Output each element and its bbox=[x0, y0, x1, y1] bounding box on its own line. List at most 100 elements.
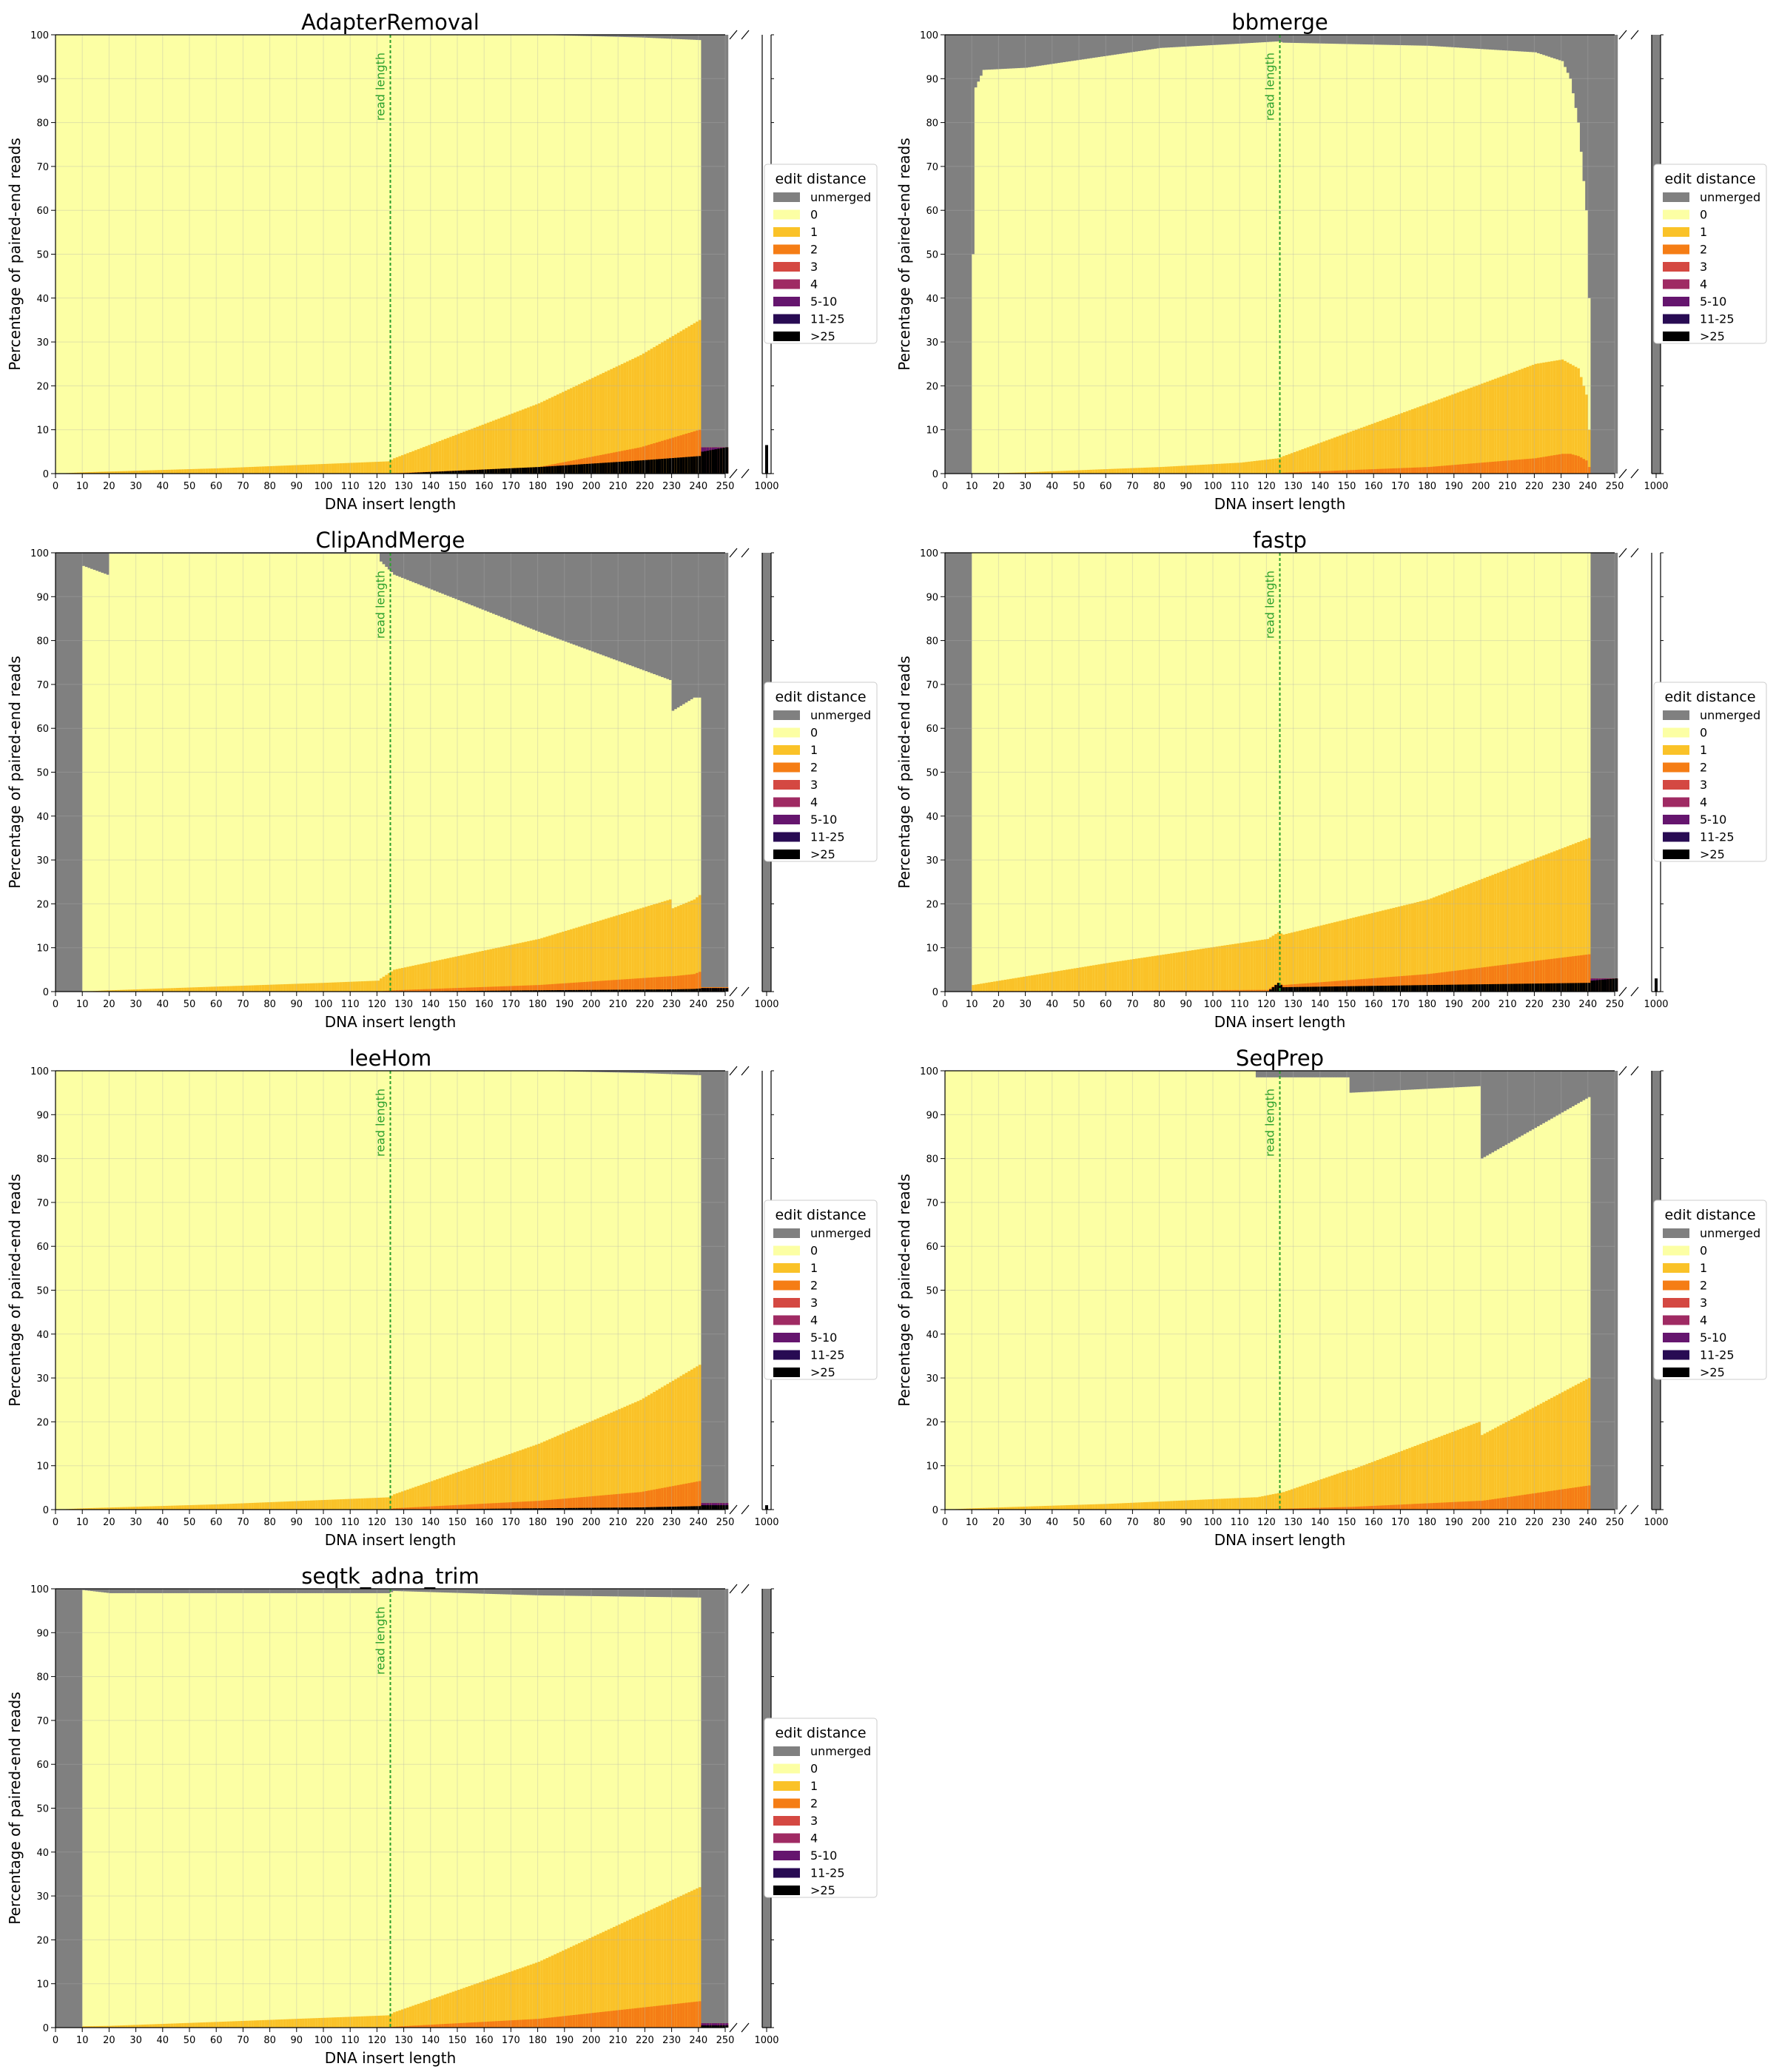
bar-unmerged bbox=[1577, 35, 1581, 123]
bar-edit-0 bbox=[302, 1071, 306, 1510]
bar-edit-gt25 bbox=[441, 471, 445, 474]
bar-edit-gt25 bbox=[709, 988, 713, 992]
legend-swatch bbox=[1663, 332, 1689, 341]
bar-edit-1 bbox=[243, 985, 246, 992]
bar-edit-0 bbox=[1063, 553, 1066, 992]
bar-edit-0 bbox=[645, 37, 648, 474]
x-axis-label: DNA insert length bbox=[325, 1013, 457, 1031]
bar-edit-0 bbox=[1237, 553, 1240, 992]
x-tick-label: 170 bbox=[1391, 481, 1410, 492]
bar-edit-gt25 bbox=[545, 466, 549, 474]
bar-edit-2 bbox=[403, 1507, 407, 1510]
bar-edit-0 bbox=[1269, 41, 1273, 474]
bar-edit-0 bbox=[618, 661, 622, 992]
bar-edit-0 bbox=[360, 554, 364, 992]
bar-edit-gt25 bbox=[497, 468, 501, 474]
bar-edit-0 bbox=[1167, 47, 1171, 474]
bar-edit-2 bbox=[1577, 456, 1581, 474]
bar-edit-1 bbox=[347, 981, 351, 992]
bar-edit-2 bbox=[599, 980, 603, 992]
bar-edit-gt25 bbox=[1470, 984, 1473, 992]
bar-edit-2 bbox=[1319, 471, 1324, 474]
bar-unmerged bbox=[1595, 35, 1599, 474]
bar-unmerged bbox=[1170, 35, 1174, 47]
bar-edit-2 bbox=[481, 986, 485, 992]
bar-edit-1 bbox=[676, 906, 681, 992]
bar-edit-0 bbox=[1046, 553, 1050, 992]
bar-edit-1 bbox=[460, 1470, 463, 1510]
bar-unmerged bbox=[1615, 553, 1618, 979]
bar-edit-1 bbox=[1079, 470, 1083, 474]
bar-edit-1 bbox=[317, 983, 321, 992]
bar-edit-1 bbox=[266, 466, 271, 474]
bar-edit-1 bbox=[633, 1402, 638, 1510]
legend-swatch bbox=[1663, 850, 1689, 859]
bar-edit-1 bbox=[1365, 426, 1369, 474]
bar-edit-1 bbox=[1167, 953, 1171, 992]
legend-label: 4 bbox=[810, 796, 818, 810]
bar-edit-1 bbox=[1210, 947, 1214, 992]
bar-unmerged bbox=[71, 553, 75, 992]
bar-edit-1 bbox=[562, 391, 565, 474]
bar-unmerged bbox=[704, 35, 707, 448]
bar-edit-0 bbox=[382, 35, 386, 474]
bar-edit-0 bbox=[342, 554, 346, 992]
bar-unmerged bbox=[1025, 35, 1029, 68]
bar-edit-2 bbox=[567, 1498, 571, 1510]
bar-edit-1 bbox=[1156, 955, 1160, 992]
bar-edit-2 bbox=[1397, 976, 1401, 992]
bar-edit-1 bbox=[337, 982, 340, 992]
bar-edit-1 bbox=[454, 956, 458, 992]
bar-edit-0 bbox=[175, 35, 180, 474]
bar-edit-0 bbox=[993, 553, 997, 992]
bar-edit-0 bbox=[1129, 52, 1133, 474]
chart-title: bbmerge bbox=[1231, 10, 1328, 35]
bar-edit-1 bbox=[1006, 979, 1010, 992]
bar-edit-0 bbox=[1290, 553, 1294, 992]
bar-edit-2 bbox=[1197, 990, 1200, 992]
bar-edit-gt25 bbox=[631, 989, 635, 992]
bar-edit-0 bbox=[403, 579, 407, 992]
legend-swatch bbox=[773, 710, 800, 720]
bar-edit-0 bbox=[471, 605, 474, 992]
bar-unmerged bbox=[575, 35, 579, 36]
bar-edit-gt25 bbox=[524, 467, 528, 474]
bar-edit-1 bbox=[323, 463, 327, 474]
bar-edit-0 bbox=[1387, 553, 1390, 992]
bar-edit-1 bbox=[92, 1507, 96, 1510]
bar-unmerged bbox=[602, 553, 605, 656]
bar-unmerged bbox=[1274, 35, 1278, 42]
bar-edit-0 bbox=[283, 1071, 286, 1510]
bar-edit-1 bbox=[545, 399, 549, 474]
bar-edit-0 bbox=[1220, 553, 1225, 992]
bar-edit-1 bbox=[259, 985, 263, 992]
bar-edit-0 bbox=[1435, 46, 1439, 474]
bar-edit-2 bbox=[575, 1497, 579, 1510]
bar-edit-0 bbox=[1531, 52, 1535, 474]
bar-edit-gt25 bbox=[554, 1508, 557, 1510]
bar-edit-gt25 bbox=[628, 989, 632, 992]
bar-edit-0 bbox=[599, 36, 603, 474]
bar-edit-1 bbox=[1172, 466, 1176, 474]
overflow-bar-gt25 bbox=[1655, 978, 1658, 992]
bar-edit-1 bbox=[661, 342, 665, 474]
bar-edit-2 bbox=[1510, 963, 1514, 992]
bar-edit-0 bbox=[125, 554, 129, 992]
bar-edit-0 bbox=[1376, 553, 1380, 992]
bar-unmerged bbox=[722, 35, 726, 448]
bar-unmerged bbox=[500, 553, 504, 617]
bar-edit-1 bbox=[1518, 864, 1521, 992]
bar-edit-1 bbox=[605, 918, 608, 992]
bar-edit-gt25 bbox=[663, 458, 667, 474]
bar-unmerged bbox=[1293, 35, 1296, 43]
bar-edit-1 bbox=[1121, 468, 1126, 474]
bar-edit-1 bbox=[352, 1498, 357, 1510]
bar-unmerged bbox=[1194, 35, 1197, 47]
bar-unmerged bbox=[411, 553, 415, 582]
bar-edit-gt25 bbox=[514, 990, 517, 992]
bar-edit-1 bbox=[95, 1507, 99, 1510]
bar-edit-1 bbox=[355, 981, 359, 992]
bar-edit-1 bbox=[1285, 454, 1288, 474]
bar-edit-2 bbox=[626, 1493, 630, 1510]
bar-edit-1 bbox=[1068, 969, 1072, 992]
